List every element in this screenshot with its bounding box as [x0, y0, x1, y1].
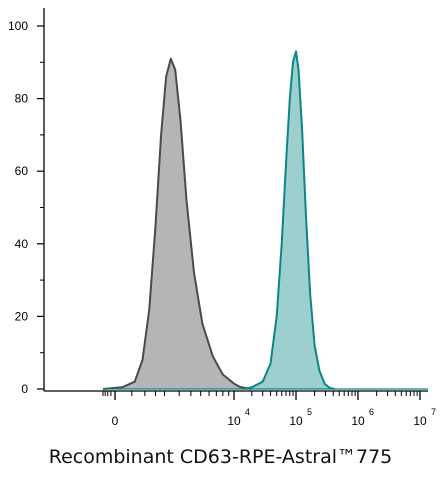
x-tick-label: 0 [112, 414, 119, 428]
x-tick-label: 10 [351, 414, 365, 428]
x-tick-label: 10 [227, 414, 241, 428]
x-tick-label: 10 [413, 414, 427, 428]
x-tick-exponent: 6 [369, 407, 374, 417]
histogram-chart: 0 20 40 60 80 100 0 10 4 10 5 10 6 10 7 [8, 8, 436, 428]
x-tick-label: 10 [289, 414, 303, 428]
x-axis-label: Recombinant CD63-RPE-Astral™775 [48, 446, 393, 468]
y-tick-label: 40 [15, 237, 29, 251]
x-tick-exponent: 7 [431, 407, 436, 417]
series-2-line [244, 50, 335, 390]
x-tick-exponent: 5 [307, 407, 312, 417]
series-1-area [103, 58, 252, 389]
y-tick-label: 100 [8, 19, 28, 33]
series-1-line [102, 57, 252, 390]
x-tick-exponent: 4 [245, 407, 250, 417]
series-2-area [244, 51, 335, 390]
y-tick-label: 20 [15, 309, 29, 323]
y-tick-label: 60 [15, 164, 29, 178]
y-tick-label: 0 [21, 382, 28, 396]
y-tick-label: 80 [15, 92, 29, 106]
